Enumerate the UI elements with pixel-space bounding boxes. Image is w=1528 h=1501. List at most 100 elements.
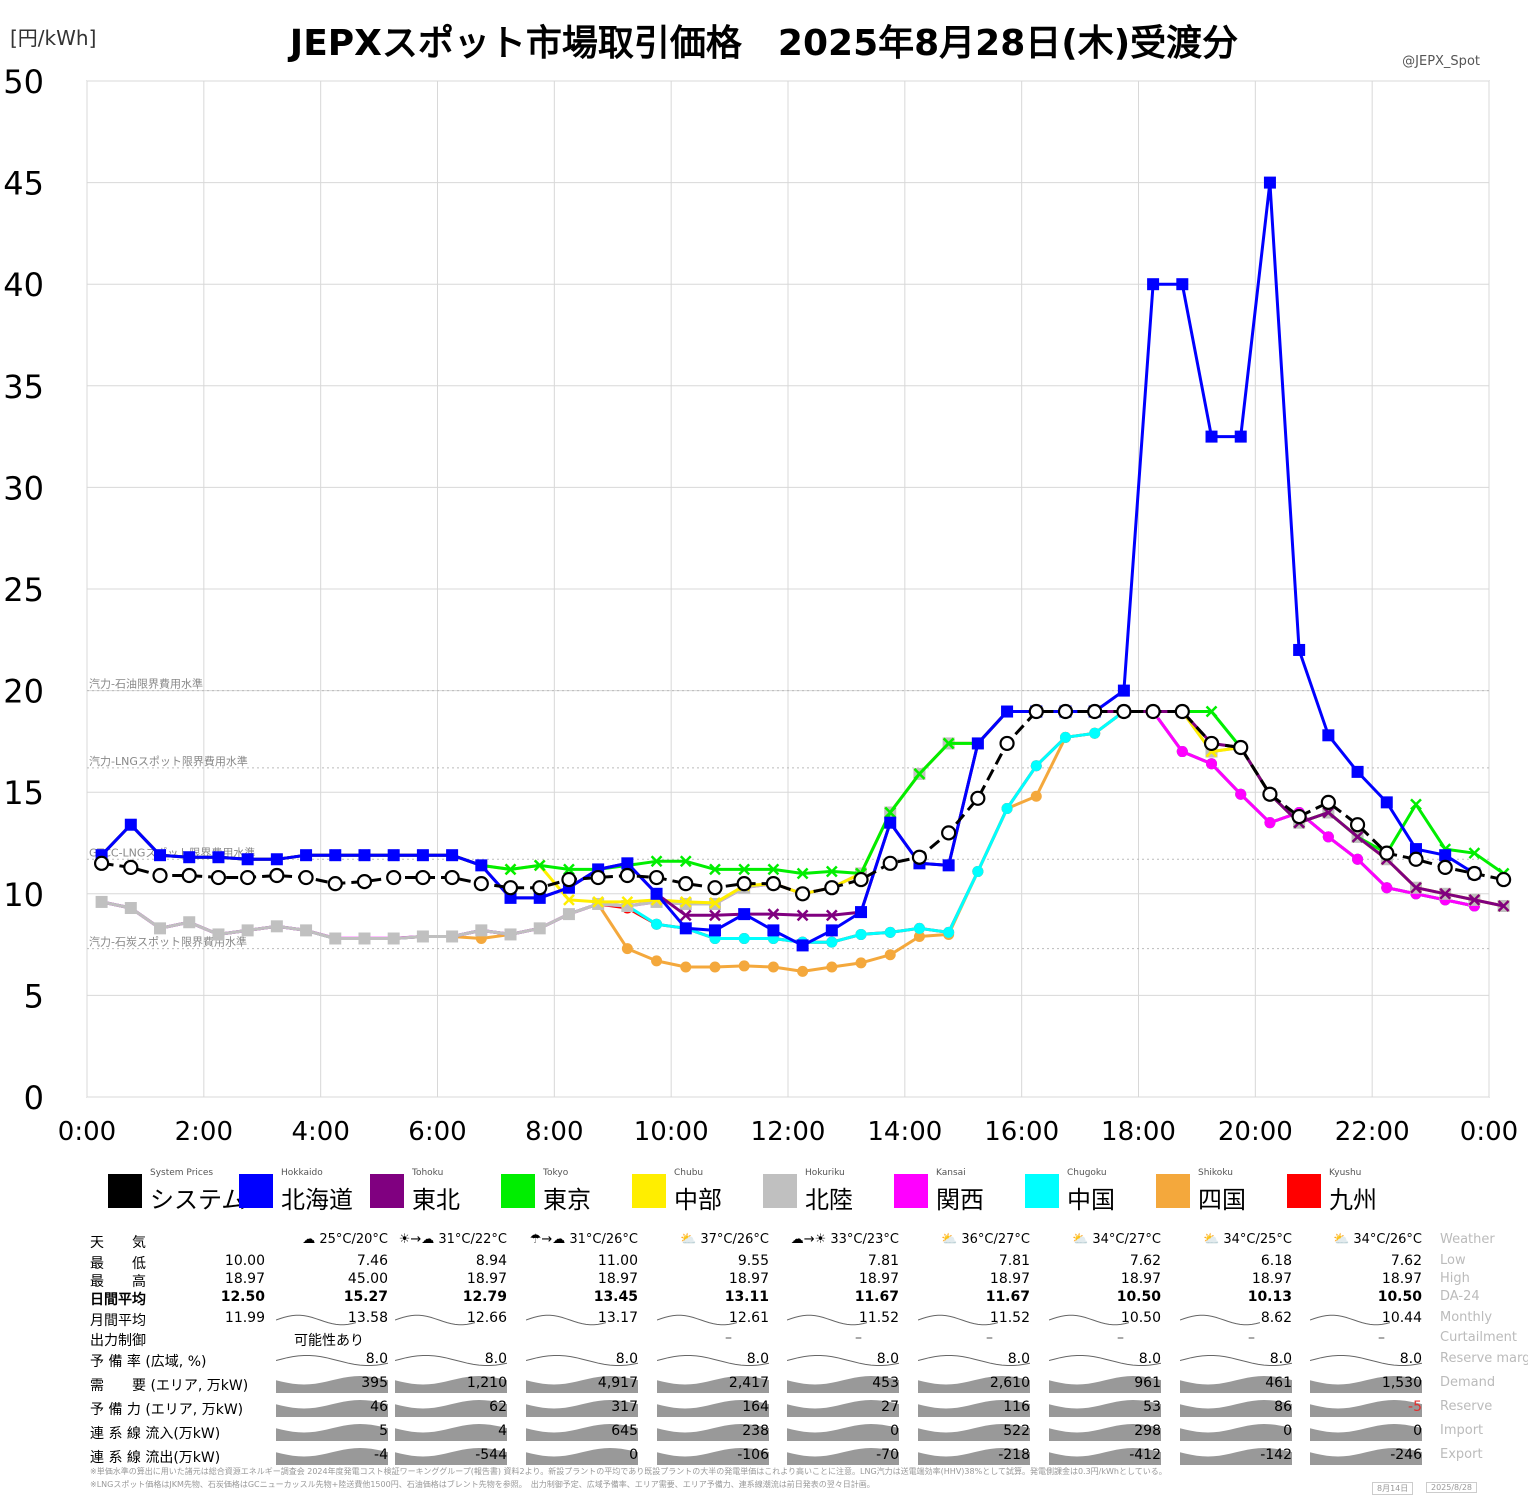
cell-export: -544 <box>475 1447 507 1463</box>
cell-reserve: 164 <box>742 1399 769 1415</box>
data-point-hokkaido <box>942 859 955 872</box>
sparkline-import <box>787 1424 899 1441</box>
curtailment-cell: – <box>1378 1330 1385 1346</box>
data-point-system-prices <box>210 869 227 886</box>
row-label-weather: 天 気 <box>90 1235 146 1251</box>
cell-import: 238 <box>742 1423 769 1439</box>
sparkline-export <box>1180 1448 1292 1465</box>
data-point-hokkaido <box>621 857 634 870</box>
row-label-avg: 日間平均 <box>90 1292 146 1308</box>
data-point-hokuriku <box>387 932 400 945</box>
data-point-chubu <box>709 897 721 909</box>
data-point-hokkaido <box>124 818 137 831</box>
cell-demand: 961 <box>1134 1375 1161 1391</box>
cell-import: 0 <box>890 1423 899 1439</box>
data-point-hokkaido <box>679 922 692 935</box>
data-point-hokkaido <box>183 851 196 864</box>
legend-label-en: Kyushu <box>1329 1168 1362 1178</box>
sparkline-demand <box>1310 1376 1422 1393</box>
cell-import: 522 <box>1003 1423 1030 1439</box>
data-point-system-prices <box>648 869 665 886</box>
legend-swatch <box>763 1174 797 1208</box>
cell-reserve: 62 <box>489 1399 507 1415</box>
row-label-en-demand: Demand <box>1440 1375 1496 1390</box>
data-point-chugoku <box>884 926 896 938</box>
legend-swatch <box>1287 1174 1321 1208</box>
footer-date-left: 8月14日 <box>1372 1482 1414 1495</box>
row-label-en-curtail: Curtailment <box>1440 1330 1517 1345</box>
cell-high: 18.97 <box>989 1271 1030 1287</box>
cell-monthly: 11.99 <box>224 1310 265 1326</box>
data-point-hokuriku <box>241 924 254 937</box>
data-point-system-prices <box>386 869 402 886</box>
cell-demand: 1,210 <box>466 1375 507 1391</box>
legend-label-en: Tokyo <box>543 1168 569 1178</box>
cell-avg: 13.11 <box>724 1289 769 1305</box>
data-point-hokkaido <box>533 891 546 904</box>
data-point-hokkaido <box>767 924 780 937</box>
cell-monthly: 13.58 <box>347 1310 388 1326</box>
sparkline-reserve-rate <box>1180 1355 1292 1366</box>
cell-monthly: 12.61 <box>728 1310 769 1326</box>
legend-swatch <box>632 1174 666 1208</box>
data-point-tokyo <box>767 863 780 876</box>
sparkline-export <box>1049 1448 1161 1465</box>
y-tick-label: 25 <box>3 571 44 609</box>
reference-line-label: 汽力-石炭スポット限界費用水準 <box>89 935 247 949</box>
legend-label: 九州 <box>1329 1186 1377 1214</box>
data-point-kansai <box>1322 831 1334 843</box>
chart-title: JEPXスポット市場取引価格 2025年8月28日(木)受渡分 <box>289 23 1239 64</box>
data-point-kansai <box>1352 853 1364 865</box>
y-tick-label: 45 <box>3 165 44 203</box>
data-point-system-prices <box>94 855 110 871</box>
sparkline-reserve-rate <box>1049 1355 1161 1366</box>
cell-demand: 2,417 <box>728 1375 769 1391</box>
cell-monthly: 13.17 <box>597 1310 638 1326</box>
cell-demand: 461 <box>1265 1375 1292 1391</box>
data-point-kansai <box>1264 817 1276 829</box>
data-point-hokuriku <box>300 924 313 937</box>
sparkline-demand <box>787 1376 899 1393</box>
data-point-system-prices <box>999 735 1015 752</box>
cell-low: 7.46 <box>356 1253 388 1269</box>
data-point-hokkaido <box>796 939 809 952</box>
data-point-chugoku <box>651 918 663 930</box>
cell-high: 18.97 <box>1381 1271 1422 1287</box>
data-point-shikoku <box>738 960 750 972</box>
data-point-chubu <box>621 896 634 908</box>
cell-reserve-rate: 8.0 <box>365 1351 388 1367</box>
monthly-sparkline <box>526 1314 606 1326</box>
monthly-sparkline <box>1049 1314 1129 1326</box>
curtailment-cell: – <box>855 1330 862 1346</box>
sparkline-import <box>276 1424 388 1441</box>
cell-export: -142 <box>1260 1447 1292 1463</box>
weather-cell: ☁→☀ 33°C/23°C <box>790 1232 899 1247</box>
data-point-hokkaido <box>1117 684 1130 697</box>
data-point-system-prices <box>532 880 548 896</box>
row-label-en-weather: Weather <box>1440 1232 1495 1247</box>
data-point-system-prices <box>269 867 285 884</box>
row-label-monthly: 月間平均 <box>90 1313 146 1329</box>
data-point-chugoku <box>826 936 838 948</box>
row-label-reserve_rate: 予 備 率 (広域, %) <box>90 1354 207 1370</box>
x-tick-label: 8:00 <box>525 1117 583 1147</box>
sparkline-demand <box>657 1376 769 1393</box>
data-point-system-prices <box>356 874 373 890</box>
cell-reserve: 53 <box>1143 1399 1161 1415</box>
weather-cell: ⛅ 36°C/27°C <box>941 1232 1030 1247</box>
data-point-shikoku <box>767 961 779 973</box>
data-point-tohoku <box>1439 887 1452 900</box>
data-point-shikoku <box>680 961 692 973</box>
sparkline-demand <box>526 1376 638 1393</box>
data-point-system-prices <box>561 871 577 888</box>
data-point-hokkaido <box>154 849 167 862</box>
cell-avg: 10.50 <box>1377 1289 1422 1305</box>
data-point-tokyo <box>942 737 955 750</box>
cell-export: -106 <box>737 1447 769 1463</box>
cell-demand: 395 <box>361 1375 388 1391</box>
cell-avg: 11.67 <box>985 1289 1030 1305</box>
x-tick-label: 20:00 <box>1218 1117 1293 1147</box>
cell-avg: 15.27 <box>343 1289 388 1305</box>
data-point-system-prices <box>1466 865 1482 882</box>
data-point-chubu <box>679 896 692 908</box>
